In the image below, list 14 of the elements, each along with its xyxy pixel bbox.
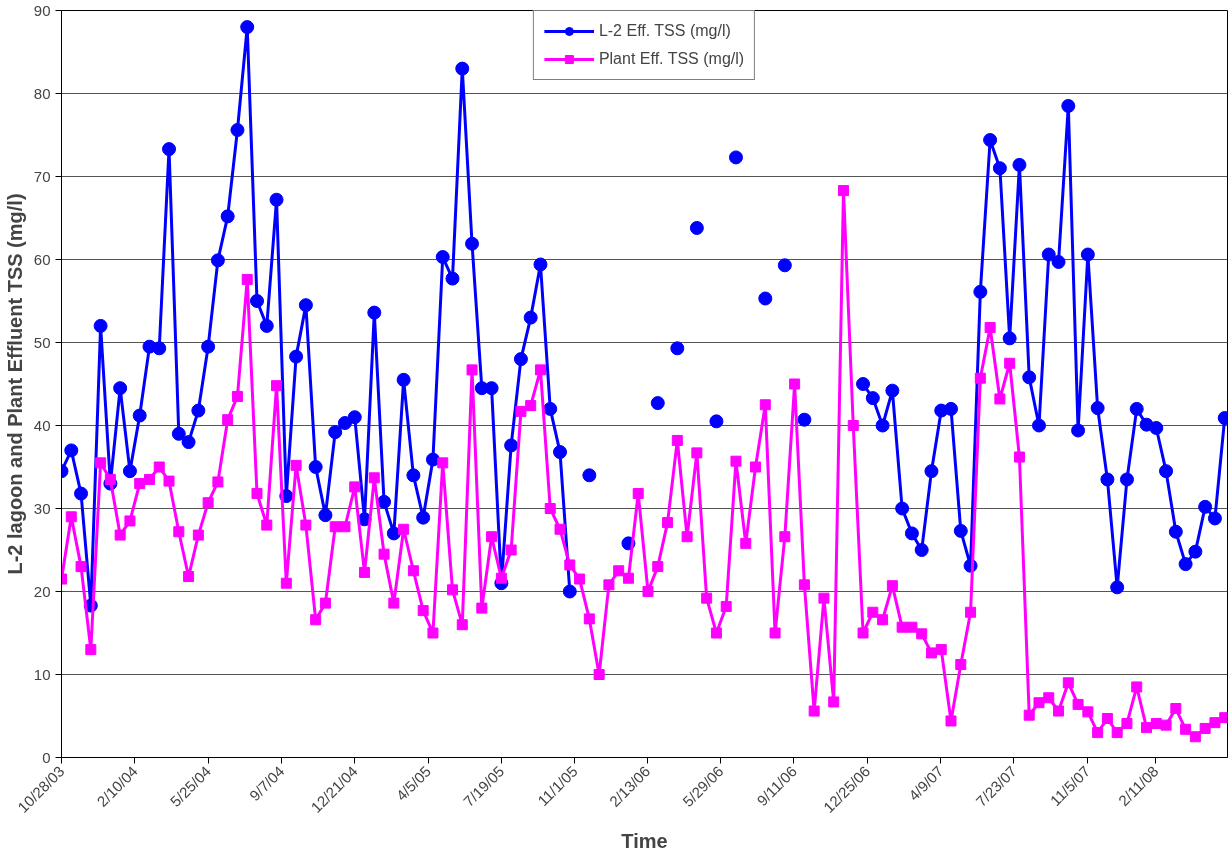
y-tick-label: 50 <box>33 333 51 351</box>
y-tick-label: 0 <box>42 748 51 766</box>
y-tick-label: 60 <box>33 250 51 268</box>
y-tick-label: 40 <box>33 416 51 434</box>
y-tick-label: 80 <box>33 84 51 102</box>
legend-label: L-2 Eff. TSS (mg/l) <box>598 22 731 40</box>
y-tick-label: 90 <box>33 1 51 19</box>
y-tick-label: 30 <box>33 499 51 517</box>
y-tick-label: 70 <box>33 167 51 185</box>
legend-label: Plant Eff. TSS (mg/l) <box>598 50 745 68</box>
x-axis-title: Time <box>621 829 668 852</box>
y-axis-title: L-2 lagoon and Plant Effluent TSS (mg/l) <box>3 193 26 575</box>
y-tick-label: 20 <box>33 582 51 600</box>
y-tick-label: 10 <box>33 665 51 683</box>
